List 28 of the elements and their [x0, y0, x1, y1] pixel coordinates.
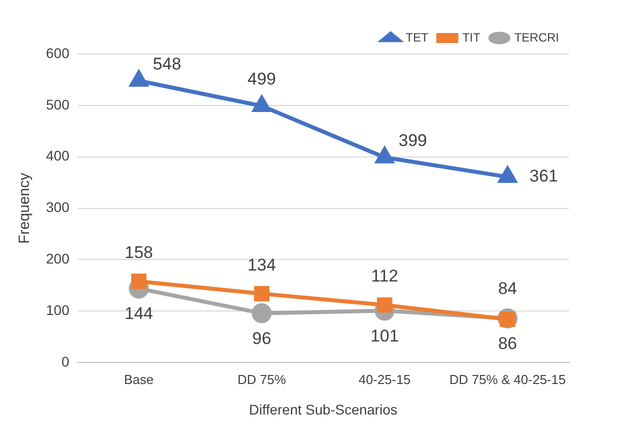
y-axis-title: Frequency — [16, 172, 34, 244]
data-label: 499 — [248, 70, 276, 89]
x-tick-label: Base — [124, 372, 154, 387]
x-tick-label: DD 75% & 40-25-15 — [449, 372, 566, 387]
legend-label: TET — [406, 30, 430, 44]
y-tick-label: 600 — [46, 44, 70, 61]
y-tick-label: 100 — [46, 302, 70, 318]
y-tick-label: 300 — [46, 199, 70, 216]
legend-label: TERCRI — [514, 30, 560, 44]
data-label: 84 — [498, 279, 518, 298]
data-label: 101 — [370, 326, 399, 346]
data-label: 158 — [124, 243, 153, 262]
y-tick-label: 400 — [46, 148, 70, 164]
data-label: 399 — [398, 131, 428, 150]
y-tick-label: 500 — [46, 96, 70, 112]
legend-label: TIT — [462, 30, 482, 44]
x-tick-label: 40-25-15 — [358, 372, 411, 387]
y-tick-label: 0 — [62, 353, 70, 370]
data-label: 548 — [152, 54, 182, 74]
data-label: 144 — [124, 304, 153, 324]
x-tick-label: DD 75% — [238, 372, 286, 387]
data-label: 96 — [252, 328, 272, 348]
y-tick-label: 200 — [46, 250, 70, 267]
data-label: 86 — [498, 334, 518, 354]
data-label: 112 — [371, 266, 398, 286]
data-label: 361 — [530, 166, 558, 186]
x-axis-title: Different Sub-Scenarios — [248, 401, 398, 418]
data-label: 134 — [248, 255, 276, 274]
